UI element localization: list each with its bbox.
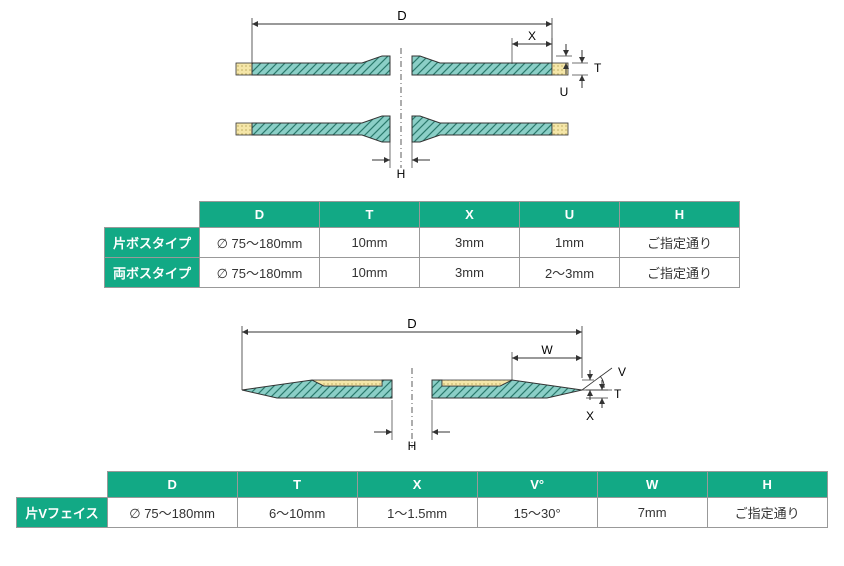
col-header: H xyxy=(707,472,827,498)
profile-single-boss xyxy=(236,48,568,168)
table-cell: ∅ 75～180mm xyxy=(200,228,320,258)
diagram-boss-svg: D X T U xyxy=(212,8,632,188)
table-cell: 10mm xyxy=(320,258,420,288)
dim2-d-label: D xyxy=(407,318,416,331)
col-header: D xyxy=(107,472,237,498)
table-cell: 7mm xyxy=(597,498,707,528)
table-cell: ∅ 75～180mm xyxy=(107,498,237,528)
col-header: X xyxy=(420,202,520,228)
table-cell: 1mm xyxy=(520,228,620,258)
col-header: V° xyxy=(477,472,597,498)
table-cell: 1～1.5mm xyxy=(357,498,477,528)
row-header: 両ボスタイプ xyxy=(104,258,199,288)
table-cell: ご指定通り xyxy=(707,498,827,528)
table-blank-corner xyxy=(104,202,199,228)
table-cell: ご指定通り xyxy=(620,228,740,258)
row-header: 片ボスタイプ xyxy=(104,228,199,258)
profile-double-boss xyxy=(236,116,568,142)
diagram-vface-svg: D W V T X xyxy=(182,318,662,458)
table-cell: 6～10mm xyxy=(237,498,357,528)
col-header: T xyxy=(320,202,420,228)
table-cell: 3mm xyxy=(420,228,520,258)
spec-table-vface: DTXV°WH 片Vフェイス∅ 75～180mm6～10mm1～1.5mm15～… xyxy=(16,471,827,528)
dim-d-label: D xyxy=(397,8,406,23)
col-header: H xyxy=(620,202,740,228)
col-header: U xyxy=(520,202,620,228)
profile-v-face xyxy=(242,368,582,448)
table-cell: 3mm xyxy=(420,258,520,288)
dim-x-label: X xyxy=(528,29,536,43)
table-blank-corner xyxy=(17,472,107,498)
diagram-v-face: D W V T X xyxy=(0,318,844,461)
dim2-h-label: H xyxy=(408,439,417,453)
dim-t-label: T xyxy=(594,61,602,75)
table-cell: ∅ 75～180mm xyxy=(200,258,320,288)
dim-u-label: U xyxy=(560,85,569,99)
row-header: 片Vフェイス xyxy=(17,498,107,528)
spec-table-boss: DTXUH 片ボスタイプ∅ 75～180mm10mm3mm1mmご指定通り両ボス… xyxy=(104,201,740,288)
table-row: 片Vフェイス∅ 75～180mm6～10mm1～1.5mm15～30°7mmご指… xyxy=(17,498,827,528)
col-header: X xyxy=(357,472,477,498)
col-header: D xyxy=(200,202,320,228)
dim-h-label: H xyxy=(397,167,406,181)
table-cell: 10mm xyxy=(320,228,420,258)
dim2-v-label: V xyxy=(618,365,626,379)
table-row: 両ボスタイプ∅ 75～180mm10mm3mm2～3mmご指定通り xyxy=(104,258,739,288)
dim2-w-label: W xyxy=(541,343,553,357)
table-cell: 15～30° xyxy=(477,498,597,528)
table-cell: ご指定通り xyxy=(620,258,740,288)
col-header: W xyxy=(597,472,707,498)
table-cell: 2～3mm xyxy=(520,258,620,288)
table-row: 片ボスタイプ∅ 75～180mm10mm3mm1mmご指定通り xyxy=(104,228,739,258)
col-header: T xyxy=(237,472,357,498)
dim2-x-label: X xyxy=(586,409,594,423)
dim2-t-label: T xyxy=(614,387,622,401)
diagram-boss-types: D X T U xyxy=(0,8,844,191)
